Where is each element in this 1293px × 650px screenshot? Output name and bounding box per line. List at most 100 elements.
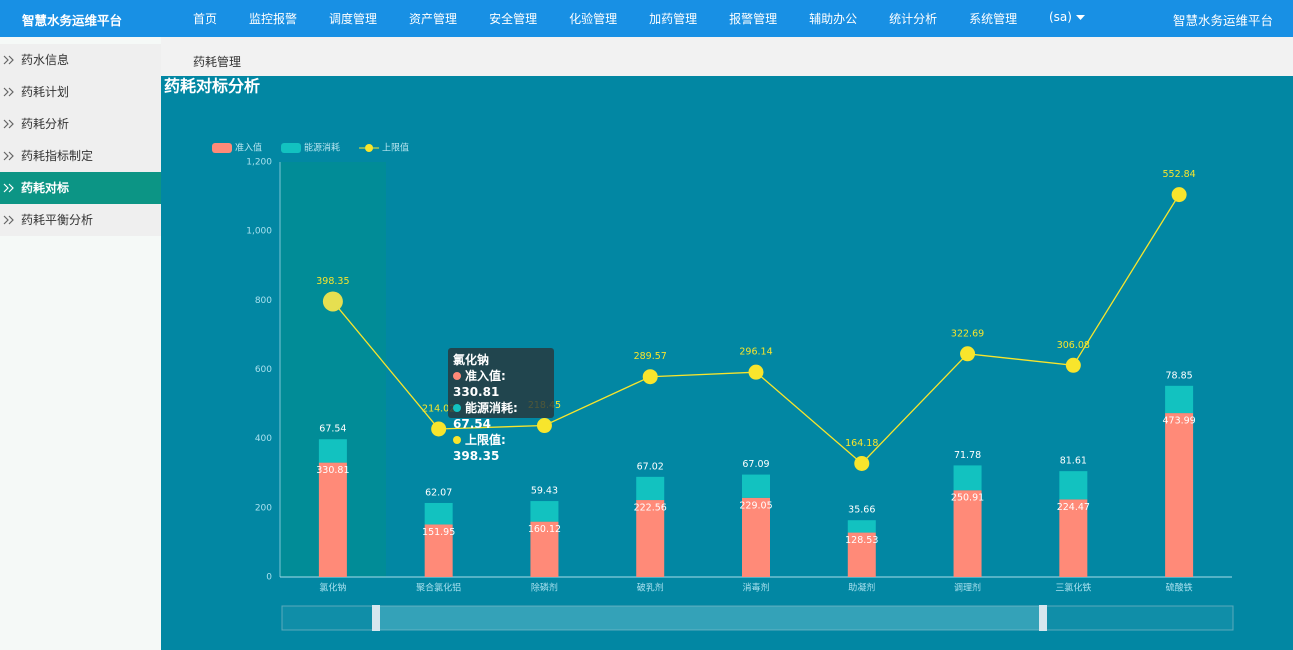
caret — [1075, 15, 1085, 20]
x-tick-label: 除磷剂 — [531, 582, 558, 594]
line-point[interactable] — [536, 418, 552, 434]
bar-segment[interactable] — [953, 490, 982, 577]
y-tick-label: 600 — [255, 365, 272, 375]
bar-segment[interactable] — [318, 462, 347, 577]
value-label: 67.54 — [319, 424, 346, 435]
nav-item[interactable]: 化验管理 — [569, 12, 618, 26]
legend-label[interactable]: 准入值 — [235, 142, 262, 154]
sidebar-item[interactable]: 药耗计划 — [0, 76, 161, 108]
x-tick-label: 助凝剂 — [848, 582, 875, 594]
chart-title: 药耗对标分析 — [164, 77, 260, 96]
tooltip-dot — [453, 404, 461, 412]
zoom-track — [281, 605, 1234, 631]
value-label: 222.56 — [634, 503, 667, 514]
brand: 智慧水务运维平台 — [22, 13, 123, 28]
nav: 首页 监控报警 调度管理 资产管理 安全管理 化验管理 加药管理 报警管理 辅助办公 统计分析 系统… — [177, 10, 1033, 27]
tooltip-row: 能源消耗: 67.54 — [453, 400, 549, 432]
zoom-window[interactable] — [376, 606, 1043, 630]
line-point[interactable] — [1065, 357, 1081, 373]
bar-segment[interactable] — [636, 500, 665, 577]
bar-segment[interactable] — [1059, 499, 1088, 577]
nav-item[interactable]: 统计分析 — [889, 12, 938, 26]
line-point[interactable] — [748, 364, 764, 380]
bar-segment[interactable] — [742, 474, 770, 498]
bar-segment[interactable] — [847, 532, 876, 577]
tooltip-text: 准入值: 330.81 — [453, 369, 506, 399]
nav-item[interactable]: 报警管理 — [729, 12, 778, 26]
x-tick-label: 三氯化铁 — [1055, 582, 1091, 594]
bar-segment[interactable] — [530, 501, 559, 522]
sidebar-label[interactable]: 药耗指标制定 — [21, 149, 94, 163]
nav-item[interactable]: 安全管理 — [489, 12, 538, 26]
chevron-icon — [3, 183, 14, 193]
tooltip-items: 准入值: 330.81 能源消耗: 67.54 上限值: 398.35 — [453, 368, 549, 464]
y-tick-label: 200 — [255, 503, 272, 513]
bar-segment[interactable] — [424, 524, 453, 577]
line-point[interactable] — [960, 346, 976, 362]
sidebar-item[interactable]: 药耗对标 — [0, 172, 161, 204]
y-tick-label: 800 — [255, 296, 272, 306]
sidebar-label[interactable]: 药耗对标 — [21, 181, 70, 195]
sidebar-label[interactable]: 药耗计划 — [21, 85, 70, 99]
breadcrumb-text[interactable]: 药耗管理 — [193, 55, 242, 69]
bar-segment[interactable] — [847, 520, 876, 533]
value-label: 78.85 — [1166, 370, 1193, 381]
bar-segment[interactable] — [530, 521, 559, 577]
y-tick-label: 400 — [255, 434, 272, 444]
nav-item[interactable]: 资产管理 — [409, 12, 458, 26]
data-zoom[interactable] — [281, 605, 1234, 631]
bar-segment[interactable] — [1059, 471, 1088, 500]
nav-item[interactable]: 调度管理 — [329, 12, 378, 26]
user-menu[interactable]: (sa) — [1049, 10, 1085, 24]
legend-dot — [365, 144, 374, 152]
chevron-icon — [3, 151, 14, 161]
line-point[interactable] — [322, 291, 343, 312]
line-point[interactable] — [642, 369, 658, 385]
y-tick-label: 0 — [266, 573, 272, 583]
sidebar-item[interactable]: 药耗分析 — [0, 108, 161, 140]
bar-segment[interactable] — [742, 497, 770, 577]
x-tick-label: 硫酸铁 — [1166, 582, 1193, 594]
line-point[interactable] — [1171, 187, 1187, 203]
legend-label[interactable]: 能源消耗 — [304, 142, 340, 154]
value-label: 128.53 — [845, 535, 878, 546]
chart-bg — [161, 76, 1293, 650]
bar-segment[interactable] — [424, 502, 453, 525]
sidebar-label[interactable]: 药水信息 — [21, 53, 70, 67]
line-value-label: 306.08 — [1057, 340, 1090, 351]
y-tick-label: 1,000 — [246, 227, 272, 237]
sidebar-item[interactable]: 药耗指标制定 — [0, 140, 161, 172]
zoom-handle[interactable] — [372, 605, 380, 631]
sidebar-item[interactable]: 药耗平衡分析 — [0, 204, 161, 236]
value-label: 71.78 — [954, 450, 981, 461]
line-value-label: 289.57 — [634, 351, 667, 362]
user-name[interactable]: (sa) — [1049, 10, 1072, 24]
value-label: 473.99 — [1162, 416, 1195, 427]
bar-segment[interactable] — [1165, 385, 1194, 414]
sidebar-label[interactable]: 药耗分析 — [21, 117, 70, 131]
value-label: 81.61 — [1060, 456, 1087, 467]
bar-segment[interactable] — [953, 465, 982, 491]
sidebar-label[interactable]: 药耗平衡分析 — [21, 213, 94, 227]
bar-segment[interactable] — [1165, 413, 1194, 577]
nav-item[interactable]: 系统管理 — [969, 12, 1018, 26]
sidebar-item[interactable]: 药水信息 — [0, 44, 161, 76]
x-tick-label: 氯化钠 — [319, 582, 346, 594]
tooltip-dot — [453, 372, 461, 380]
bar-segment[interactable] — [636, 476, 665, 501]
nav-item[interactable]: 首页 — [193, 12, 218, 26]
line-point[interactable] — [854, 455, 870, 471]
line-point[interactable] — [431, 421, 447, 437]
nav-item[interactable]: 监控报警 — [249, 12, 298, 26]
nav-item[interactable]: 加药管理 — [649, 12, 698, 26]
bar-segment[interactable] — [318, 439, 347, 463]
x-tick-label: 破乳剂 — [637, 582, 664, 594]
x-tick-label: 调理剂 — [954, 582, 981, 594]
legend-label[interactable]: 上限值 — [382, 142, 409, 154]
y-tick-label: 1,200 — [246, 158, 272, 168]
nav-item[interactable]: 辅助办公 — [809, 12, 858, 26]
line-value-label: 322.69 — [951, 328, 984, 339]
zoom-handle[interactable] — [1039, 605, 1047, 631]
tooltip: 氯化钠 准入值: 330.81 能源消耗: 67.54 上限值: 398.35 — [448, 348, 554, 463]
breadcrumb: 药耗管理 — [161, 37, 1293, 76]
